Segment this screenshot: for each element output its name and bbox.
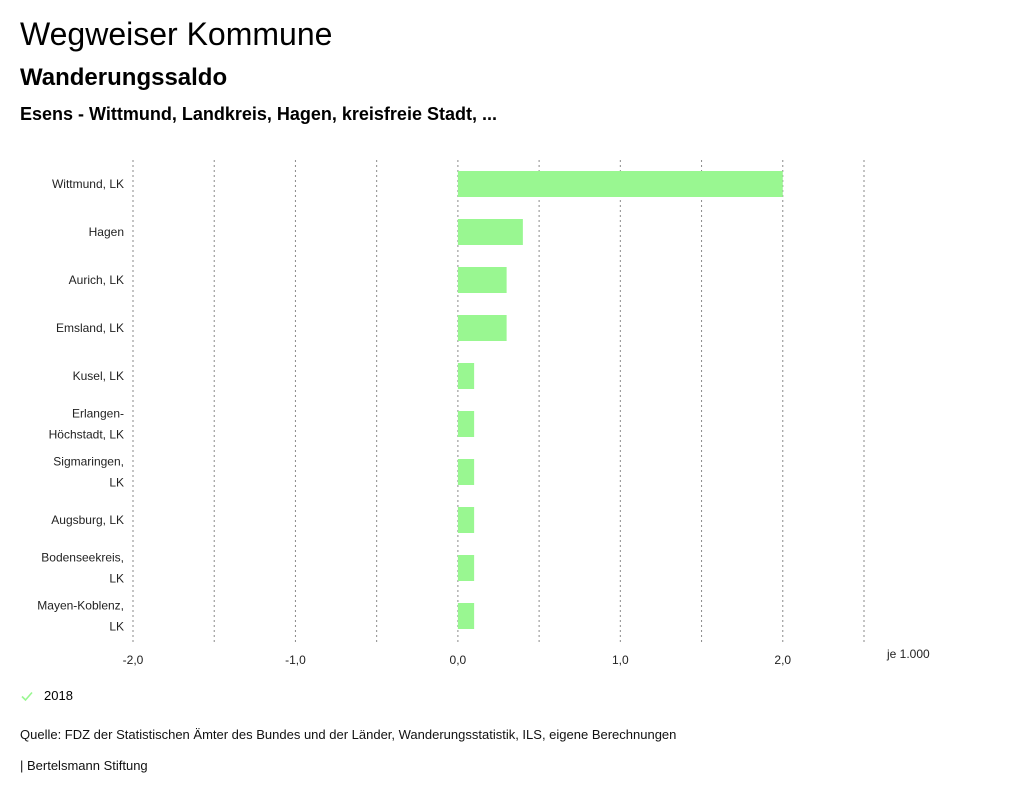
- category-label-4-0: Kusel, LK: [73, 369, 124, 383]
- category-label-9-1: LK: [109, 620, 124, 634]
- category-label-9-0: Mayen-Koblenz,: [37, 599, 124, 613]
- source-note: Quelle: FDZ der Statistischen Ämter des …: [20, 727, 677, 742]
- category-label-5-0: Erlangen-: [72, 407, 124, 421]
- bar-2[interactable]: [457, 267, 507, 293]
- category-label-8-1: LK: [109, 572, 124, 586]
- bar-8[interactable]: [457, 555, 475, 581]
- legend[interactable]: 2018: [20, 688, 73, 703]
- bar-7[interactable]: [457, 507, 475, 533]
- category-label-2-0: Aurich, LK: [69, 273, 124, 287]
- x-tick-label-1: -1,0: [285, 653, 306, 667]
- x-axis-unit: je 1.000 Einwohner:innen: [886, 647, 976, 670]
- bar-chart: Wittmund, LK Hagen Aurich, LK Emsland, LK Ku…: [37, 160, 976, 670]
- legend-label-2018: 2018: [44, 688, 73, 703]
- unit-label-0: je 1.000: [886, 647, 930, 661]
- category-label-8-0: Bodenseekreis,: [41, 551, 124, 565]
- bar-5[interactable]: [457, 411, 475, 437]
- bar-4[interactable]: [457, 363, 475, 389]
- x-tick-label-2: 0,0: [450, 653, 467, 667]
- bar-1[interactable]: [457, 219, 523, 245]
- footer-credit: | Bertelsmann Stiftung: [20, 758, 148, 773]
- bar-3[interactable]: [457, 315, 507, 341]
- unit-label-1: Einwohner:innen: [887, 668, 976, 670]
- category-label-6-0: Sigmaringen,: [53, 455, 124, 469]
- category-label-3-0: Emsland, LK: [56, 321, 124, 335]
- page-title: Wegweiser Kommune: [20, 16, 333, 52]
- bar-9[interactable]: [457, 603, 475, 629]
- category-label-7-0: Augsburg, LK: [51, 513, 124, 527]
- category-labels: Wittmund, LK Hagen Aurich, LK Emsland, LK Ku…: [37, 177, 124, 634]
- x-tick-label-3: 1,0: [612, 653, 629, 667]
- check-icon: [21, 691, 33, 701]
- x-tick-label-0: -2,0: [123, 653, 144, 667]
- chart-subtitle: Wanderungssaldo: [20, 64, 228, 91]
- category-label-6-1: LK: [109, 476, 124, 490]
- category-label-0-0: Wittmund, LK: [52, 177, 124, 191]
- category-label-5-1: Höchstadt, LK: [49, 428, 124, 442]
- category-label-1-0: Hagen: [89, 225, 124, 239]
- bar-6[interactable]: [457, 459, 475, 485]
- bar-0[interactable]: [457, 171, 783, 197]
- x-tick-label-4: 2,0: [774, 653, 791, 667]
- bars: [457, 171, 783, 629]
- x-axis-ticks: -2,0 -1,0 0,0 1,0 2,0: [123, 653, 792, 667]
- region-list: Esens - Wittmund, Landkreis, Hagen, krei…: [20, 104, 497, 124]
